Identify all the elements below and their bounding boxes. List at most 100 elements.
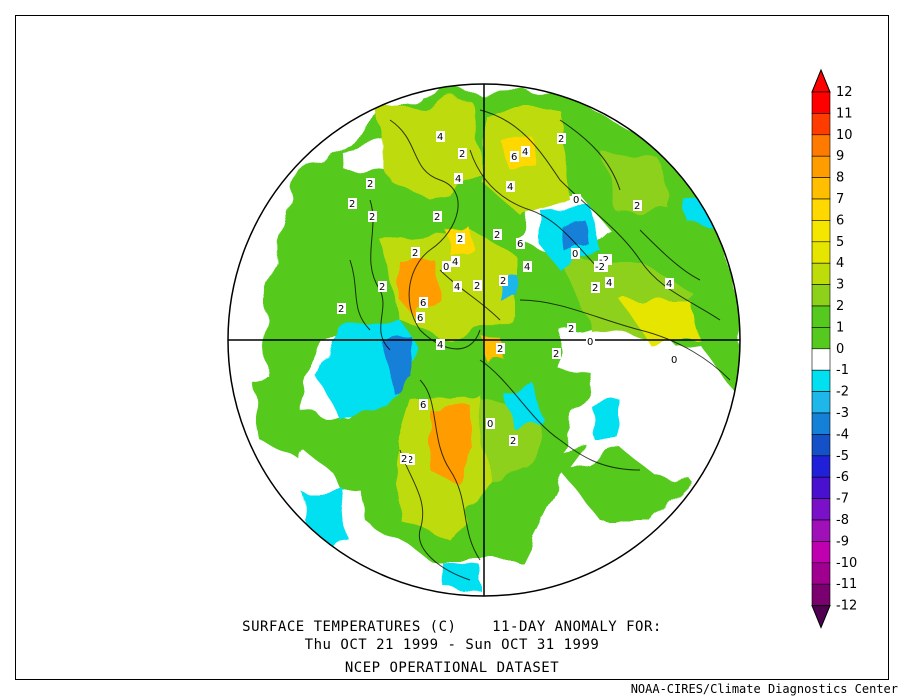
colorbar-swatch bbox=[811, 369, 831, 392]
contour-label-bg bbox=[670, 354, 679, 365]
contour-label-bg bbox=[433, 211, 442, 222]
colorbar-tick-label: 10 bbox=[836, 128, 853, 143]
contour-label: 4 bbox=[507, 182, 513, 193]
contour-label: 4 bbox=[437, 340, 443, 351]
contour-label: 6 bbox=[420, 298, 426, 309]
contour-label: 0 bbox=[671, 355, 677, 366]
colorbar-swatch bbox=[811, 348, 831, 371]
colorbar-swatch bbox=[811, 412, 831, 435]
map-title-line2: Thu OCT 21 1999 - Sun OCT 31 1999 bbox=[304, 637, 600, 653]
contour-label: 6 bbox=[420, 400, 426, 411]
colorbar-tick-label: 3 bbox=[836, 278, 844, 293]
contour-label: 2 bbox=[349, 199, 355, 210]
contour-label-bg bbox=[499, 275, 508, 286]
contour-label: 2 bbox=[457, 234, 463, 245]
contour-label: 2 bbox=[553, 349, 559, 360]
colorbar-tick-label: -11 bbox=[836, 577, 857, 592]
contour-label-bg bbox=[486, 418, 495, 429]
contour-label-bg bbox=[453, 281, 462, 292]
contour-label: 2 bbox=[510, 436, 516, 447]
colorbar-tick-label: 5 bbox=[836, 235, 844, 250]
colorbar-swatch bbox=[811, 541, 831, 564]
contour-label: -2 bbox=[595, 262, 605, 273]
contour-label-bg bbox=[509, 435, 518, 446]
colorbar-swatch bbox=[811, 241, 831, 264]
contour-label-bg bbox=[406, 454, 415, 465]
contour-label-bg bbox=[436, 339, 445, 350]
contour-label-bg bbox=[598, 254, 612, 265]
contour-label-bg bbox=[454, 173, 463, 184]
colorbar-swatch bbox=[811, 155, 831, 178]
colorbar-swatch bbox=[811, 91, 831, 114]
contour-label: 4 bbox=[606, 278, 612, 289]
colorbar-swatch bbox=[811, 583, 831, 606]
contour-label-bg bbox=[436, 131, 445, 142]
colorbar-tick-label: -7 bbox=[836, 492, 849, 507]
colorbar-tick-label: -8 bbox=[836, 513, 849, 528]
colorbar-tick-label: 11 bbox=[836, 106, 853, 121]
colorbar-swatch bbox=[811, 476, 831, 499]
contour-label: 4 bbox=[524, 262, 530, 273]
colorbar-tick-label: 4 bbox=[836, 256, 844, 271]
contour-label-bg bbox=[496, 343, 505, 354]
contour-label-bg bbox=[557, 133, 566, 144]
contour-label-bg bbox=[416, 312, 425, 323]
colorbar-tick-label: 2 bbox=[836, 299, 844, 314]
colorbar-swatch bbox=[811, 562, 831, 585]
contour-label: 0 bbox=[587, 337, 593, 348]
contour-label: 4 bbox=[454, 282, 460, 293]
dataset-label: NCEP OPERATIONAL DATASET bbox=[344, 660, 560, 676]
contour-label: 2 bbox=[592, 283, 598, 294]
colorbar-swatch bbox=[811, 455, 831, 478]
colorbar-tick-label: -10 bbox=[836, 556, 857, 571]
contour-label-bg bbox=[473, 280, 482, 291]
colorbar-tick-label: 1 bbox=[836, 320, 844, 335]
colorbar-swatch bbox=[811, 305, 831, 328]
contour-label-bg bbox=[591, 282, 600, 293]
contour-label: 2 bbox=[412, 248, 418, 259]
contour-label-bg bbox=[378, 281, 387, 292]
colorbar-swatch bbox=[811, 391, 831, 414]
colorbar: 1211109876543210-1-2-3-4-5-6-7-8-9-10-11… bbox=[811, 68, 857, 629]
contour-label: 2 bbox=[407, 455, 413, 466]
contour-label-bg bbox=[521, 146, 530, 157]
contour-label-bg bbox=[442, 261, 451, 272]
contour-label-bg bbox=[552, 348, 561, 359]
contour-label: 0 bbox=[487, 419, 493, 430]
colorbar-swatch bbox=[811, 113, 831, 136]
contour-label: 6 bbox=[417, 313, 423, 324]
colorbar-tick-label: -6 bbox=[836, 470, 849, 485]
contour-label: 2 bbox=[500, 276, 506, 287]
contour-label-bg bbox=[586, 336, 595, 347]
colorbar-swatch bbox=[811, 434, 831, 457]
contour-label-bg bbox=[337, 303, 346, 314]
contour-label-bg bbox=[571, 248, 580, 259]
contour-label: 6 bbox=[517, 239, 523, 250]
contour-label-bg bbox=[572, 194, 581, 205]
contour-label: 2 bbox=[338, 304, 344, 315]
colorbar-swatch bbox=[811, 519, 831, 542]
contour-label-bg bbox=[594, 261, 608, 272]
colorbar-swatch bbox=[811, 134, 831, 157]
contour-label-bg bbox=[451, 256, 460, 267]
contour-label-bg bbox=[458, 148, 467, 159]
contour-label: 2 bbox=[494, 230, 500, 241]
colorbar-swatch bbox=[811, 198, 831, 221]
colorbar-swatch bbox=[811, 284, 831, 307]
colorbar-arrow-bottom bbox=[811, 605, 831, 629]
contour-label: 0 bbox=[443, 262, 449, 273]
contour-labels: 4224642402222622440220224622462022442622… bbox=[337, 131, 679, 466]
colorbar-swatch bbox=[811, 177, 831, 200]
contour-label-bg bbox=[523, 261, 532, 272]
contour-label: 0 bbox=[573, 195, 579, 206]
contour-label-bg bbox=[348, 198, 357, 209]
colorbar-tick-label: -9 bbox=[836, 534, 849, 549]
contour-label: 2 bbox=[434, 212, 440, 223]
contour-label: 0 bbox=[572, 249, 578, 260]
colorbar-swatch bbox=[811, 327, 831, 350]
contour-label-bg bbox=[456, 233, 465, 244]
contour-label-bg bbox=[633, 200, 642, 211]
contour-label: 2 bbox=[558, 134, 564, 145]
contour-label: 4 bbox=[666, 279, 672, 290]
